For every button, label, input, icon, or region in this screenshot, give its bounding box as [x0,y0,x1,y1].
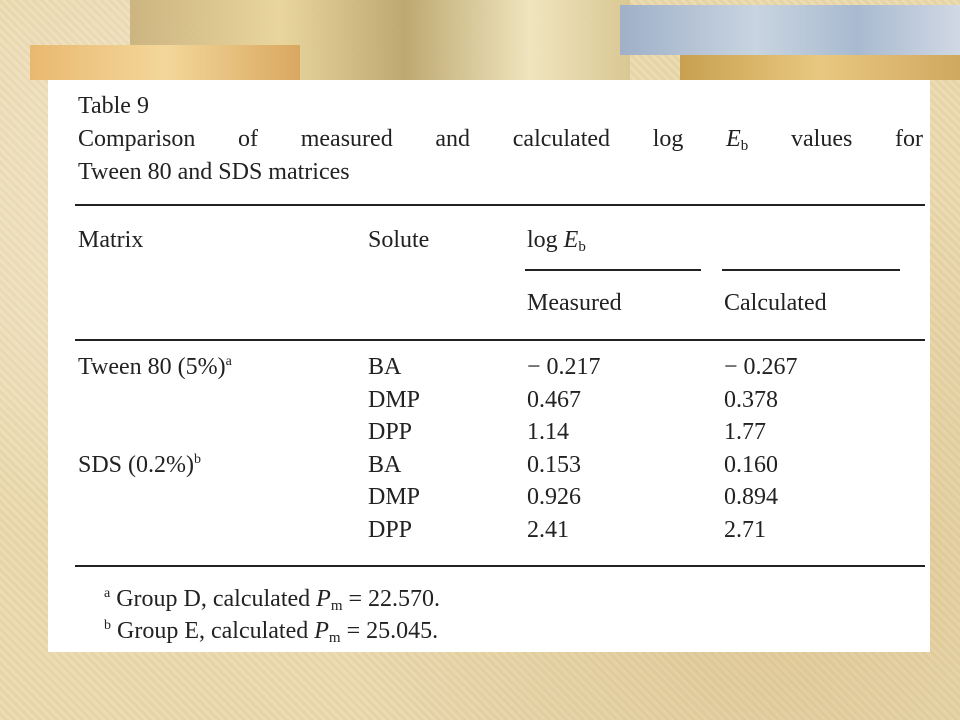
solute-cell: DPP [368,419,413,446]
calculated-cell: 0.378 [724,386,778,413]
caption-variable: E [726,126,741,152]
solute-cell: DMP [368,386,421,413]
footnote: b Group E, calculated Pm = 25.045. [104,618,439,646]
measured-cell: 0.926 [527,484,581,511]
solute-cell: DMP [368,484,421,511]
calculated-cell: 0.160 [724,451,778,478]
caption-text: values for [791,126,924,152]
footnote-mark: a [104,586,111,601]
matrix-cell: SDS (0.2%)b [78,451,202,478]
caption-subscript: b [740,138,749,154]
column-header: Measured [527,290,622,316]
calculated-cell: − 0.267 [724,354,798,380]
leaf-banner-left [30,45,300,80]
matrix-text: Tween 80 (5%) [78,354,226,380]
header-subscript: b [578,239,586,255]
rule [75,565,925,567]
rule [722,269,900,271]
column-header: Calculated [724,290,827,316]
measured-cell: 2.41 [527,517,569,543]
footnote-subscript: m [330,598,343,614]
footnote-text: = 22.570. [342,586,441,612]
footnote-mark: b [194,451,202,467]
calculated-cell: 2.71 [724,517,766,543]
footnote-mark: b [104,618,111,633]
rule [75,339,925,341]
column-header: Solute [368,227,430,253]
footnote-mark: a [225,354,232,369]
caption-line: Tween 80 and SDS matrices [78,159,350,185]
footnote-variable: P [314,618,329,644]
rule [525,269,701,271]
solute-cell: BA [368,451,402,478]
caption-text: Comparison of measured and calculated lo… [78,126,727,152]
matrix-cell: Tween 80 (5%)a [78,354,232,380]
footnote-text: Group E, calculated [111,618,315,644]
matrix-text: SDS (0.2%) [78,451,195,478]
rule [75,204,925,206]
measured-cell: 0.153 [527,451,581,478]
footnote-text: Group D, calculated [110,586,317,612]
footnote-subscript: m [328,630,341,646]
column-header: Matrix [78,227,144,253]
caption-line: Comparison of measured and calculated lo… [78,126,924,154]
measured-cell: 0.467 [527,386,581,413]
leaf-banner-strip [680,55,960,80]
calculated-cell: 0.894 [724,484,778,511]
solute-cell: BA [368,354,402,380]
calculated-cell: 1.77 [724,419,766,446]
footnote-text: = 25.045. [340,618,439,644]
header-text: log [527,227,564,253]
column-group-header: log Eb [527,227,586,255]
solute-cell: DPP [368,517,413,543]
table-label: Table 9 [78,93,149,119]
leaf-banner-right [620,5,960,55]
measured-cell: 1.14 [527,419,569,446]
header-variable: E [563,227,579,253]
measured-cell: − 0.217 [527,354,601,380]
table-figure: Table 9 Comparison of measured and calcu… [48,80,930,652]
footnote: a Group D, calculated Pm = 22.570. [104,586,441,614]
footnote-variable: P [316,586,331,612]
